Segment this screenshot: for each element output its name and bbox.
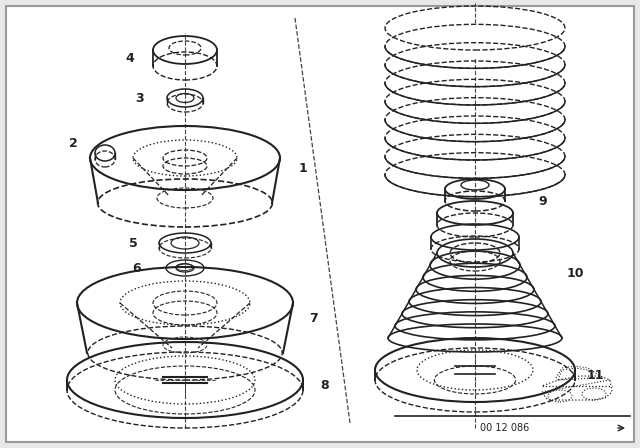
FancyBboxPatch shape [6,6,634,442]
Text: 10: 10 [566,267,584,280]
Text: 5: 5 [129,237,138,250]
Text: 9: 9 [539,194,547,207]
Text: 4: 4 [125,52,134,65]
Text: 1: 1 [299,161,307,175]
Text: 8: 8 [321,379,330,392]
Text: 11: 11 [586,369,604,382]
Text: 2: 2 [68,137,77,150]
Text: 7: 7 [308,311,317,324]
Text: 3: 3 [136,91,144,104]
Text: 6: 6 [132,262,141,275]
Text: 00 12 086: 00 12 086 [481,423,530,433]
